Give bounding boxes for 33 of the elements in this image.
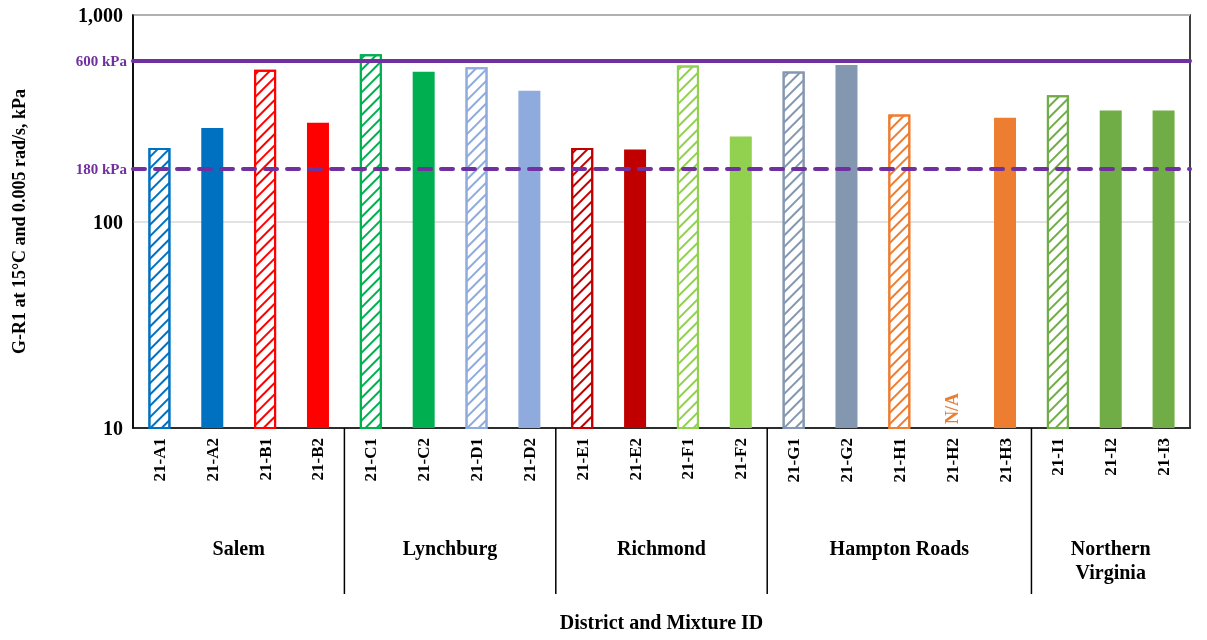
x-tick-label: 21-A1 [149, 438, 169, 482]
y-tick-label: 100 [93, 210, 123, 233]
text: Hampton Roads [829, 537, 970, 560]
x-tick-label: 21-F1 [678, 438, 698, 480]
ref-line-label: 180 kPa [75, 160, 128, 177]
x-tick-label: 21-F2 [731, 438, 751, 480]
x-tick-label: 21-B1 [255, 438, 275, 481]
x-tick-label: 21-I2 [1101, 438, 1121, 476]
y-axis-title: G-R1 at 15°C and 0.005 rad/s, kPa [9, 88, 29, 355]
x-tick-label: 21-I3 [1154, 438, 1174, 476]
annotation: N/A [942, 393, 963, 424]
x-tick-label: 21-E1 [572, 438, 592, 481]
ref-line-label: 600 kPa [75, 52, 128, 69]
text: Lynchburg [402, 537, 498, 560]
text: District and Mixture ID [559, 611, 764, 633]
x-tick-label: 21-C2 [414, 438, 434, 482]
y-tick-label: 1,000 [78, 4, 123, 26]
x-tick-label: 21-D2 [519, 438, 539, 482]
text: Northern Virginia [1070, 537, 1151, 584]
x-tick-label: 21-H1 [889, 438, 909, 483]
text: Richmond [617, 537, 706, 559]
x-tick-label: 21-I1 [1048, 438, 1068, 476]
x-tick-label: 21-B2 [308, 438, 328, 481]
x-tick-label: 21-H2 [942, 438, 962, 483]
x-tick-label: 21-H3 [995, 438, 1015, 483]
x-tick-label: 21-D1 [467, 438, 487, 482]
text: Salem [212, 537, 266, 559]
x-tick-label: 21-G1 [784, 438, 804, 483]
x-tick-label: 21-G2 [836, 438, 856, 483]
x-tick-label: 21-C1 [361, 438, 381, 482]
x-tick-label: 21-E2 [625, 438, 645, 481]
x-tick-label: 21-A2 [202, 438, 222, 482]
y-tick-label: 10 [103, 417, 123, 439]
